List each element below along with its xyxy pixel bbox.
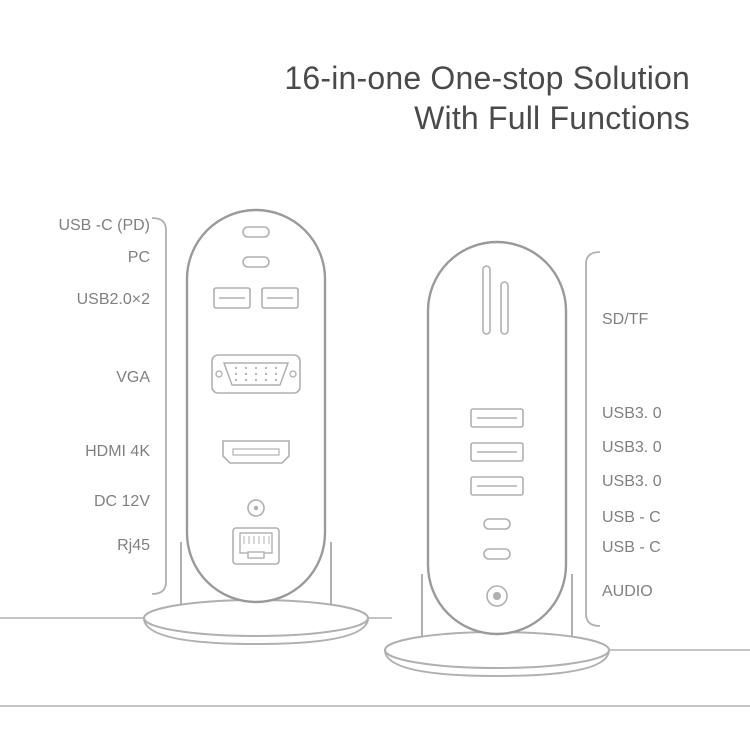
label-pc: PC: [128, 249, 150, 267]
label-vga: VGA: [116, 369, 150, 387]
label-hdmi: HDMI 4K: [85, 443, 150, 461]
label-usbc-1: USB - C: [602, 509, 661, 527]
diagram-canvas: 16-in-one One-stop Solution With Full Fu…: [0, 0, 750, 750]
label-usb3-1: USB3. 0: [602, 405, 662, 423]
label-usb3-2: USB3. 0: [602, 439, 662, 457]
label-usbc-pd: USB -C (PD): [58, 217, 150, 235]
label-sdtf: SD/TF: [602, 311, 648, 329]
label-usb2: USB2.0×2: [77, 291, 150, 309]
label-usbc-2: USB - C: [602, 539, 661, 557]
label-rj45: Rj45: [117, 537, 150, 555]
label-audio: AUDIO: [602, 583, 653, 601]
diagram-svg: [0, 0, 750, 750]
label-dc12v: DC 12V: [94, 493, 150, 511]
label-usb3-3: USB3. 0: [602, 473, 662, 491]
